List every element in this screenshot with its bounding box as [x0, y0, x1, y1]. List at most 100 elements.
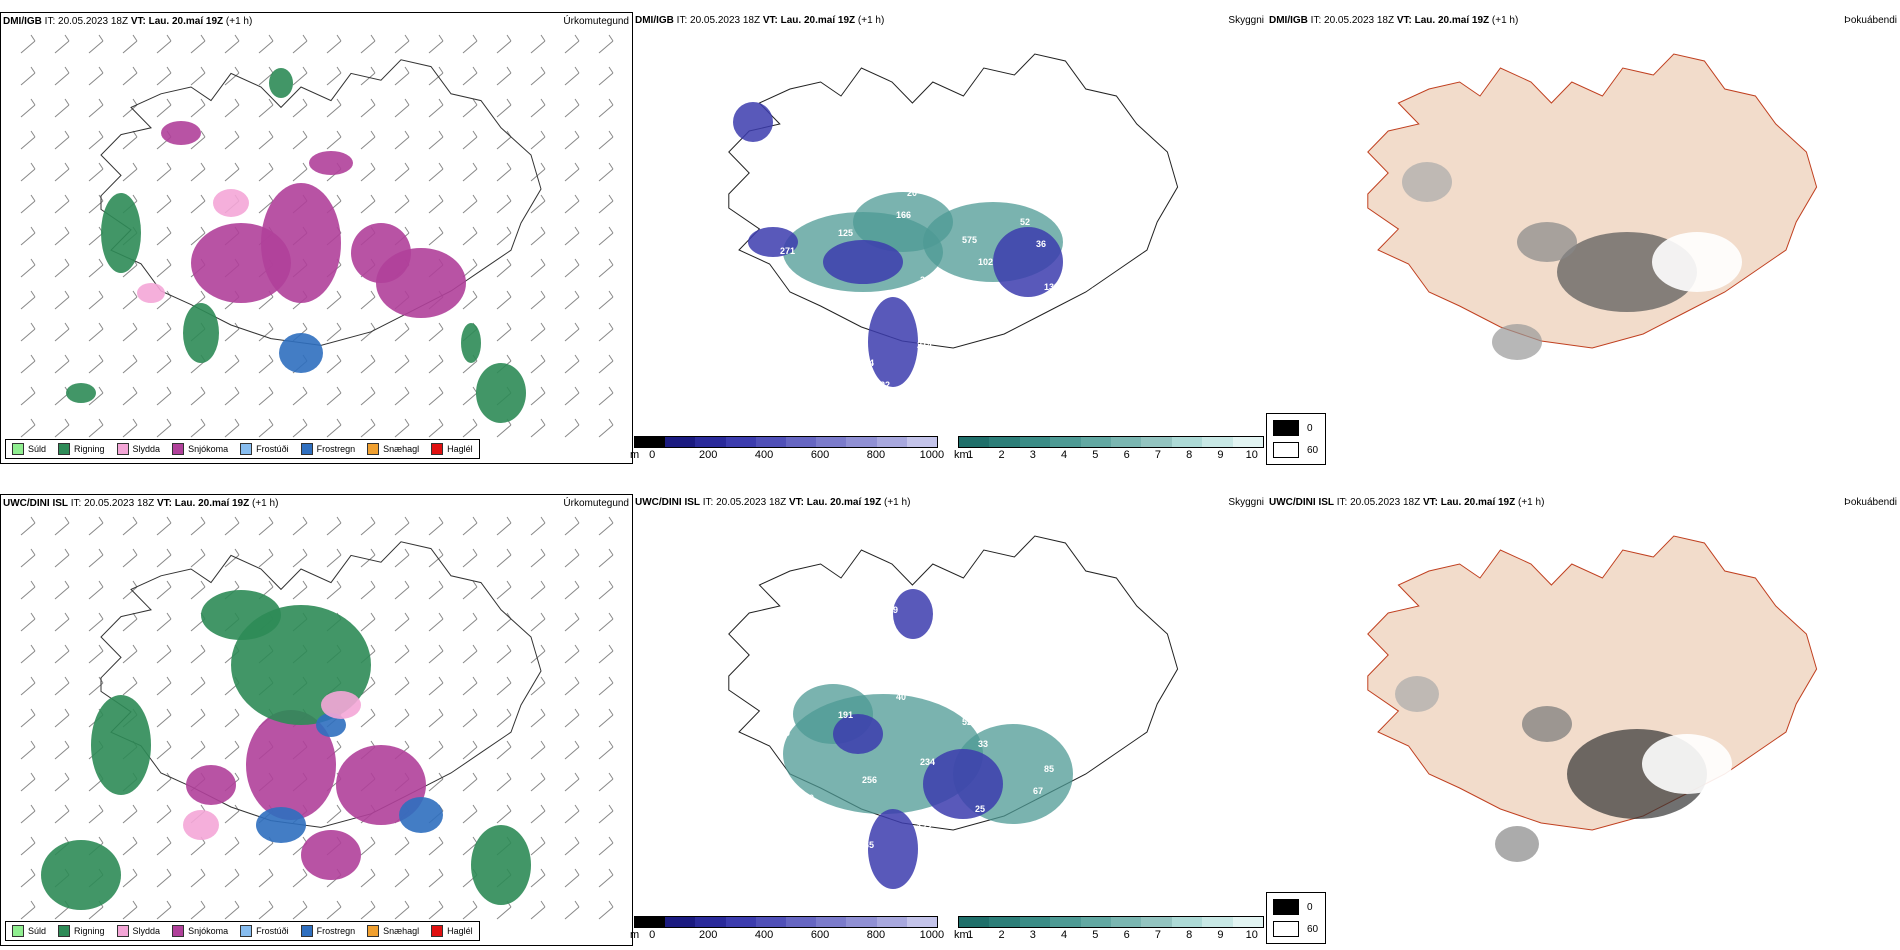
wind-barb — [326, 354, 342, 374]
visibility-value: 178 — [1139, 116, 1154, 126]
wind-barb — [564, 740, 580, 760]
wind-barb — [564, 290, 580, 310]
wind-barb — [20, 34, 36, 54]
wind-barb — [292, 66, 308, 86]
colorbar-tick: 8 — [1186, 929, 1193, 941]
colorbar-tick: 6 — [1123, 929, 1130, 941]
visibility-value: 62 — [1023, 634, 1033, 644]
wind-barb — [598, 322, 614, 342]
precip-map — [20, 34, 614, 438]
visibility-map: 91 138 185 52 85 135 149 189 199 94 69 70 365 126 62 16… — [728, 535, 1179, 889]
visibility-value: 126 — [941, 587, 956, 597]
precip-panel-bottom: UWC/DINI ISL IT: 20.05.2023 18Z VT: Lau.… — [0, 494, 633, 946]
wind-barb — [326, 900, 342, 920]
wind-barb — [156, 322, 172, 342]
wind-barb — [564, 836, 580, 856]
wind-barb — [428, 162, 444, 182]
wind-barb — [428, 708, 444, 728]
visibility-value: 240 — [1081, 134, 1096, 144]
precip-legend-item: Snæhagl — [367, 925, 419, 937]
fog-title: Þokuábendi — [1844, 497, 1897, 508]
fog-area — [1522, 706, 1572, 742]
wind-barb — [530, 386, 546, 406]
wind-barb — [258, 868, 274, 888]
wind-barb — [428, 194, 444, 214]
wind-barb — [598, 258, 614, 278]
wind-barb — [598, 868, 614, 888]
wind-barb — [462, 34, 478, 54]
wind-barb — [88, 612, 104, 632]
wind-barb — [122, 322, 138, 342]
coastline — [728, 53, 1179, 349]
legend-label: Súld — [28, 926, 47, 936]
wind-barb — [462, 836, 478, 856]
wind-barb — [598, 66, 614, 86]
wind-barb — [224, 900, 240, 920]
wind-barb — [326, 548, 342, 568]
precip-legend-item: Rigning — [58, 925, 105, 937]
panel-header: UWC/DINI ISL IT: 20.05.2023 18Z VT: Lau.… — [1269, 497, 1545, 508]
colorbar-step — [989, 437, 1020, 447]
precip-area — [279, 333, 323, 373]
precip-areas — [66, 68, 526, 423]
wind-barb — [54, 548, 70, 568]
wind-barb — [156, 162, 172, 182]
wind-barb — [598, 676, 614, 696]
wind-barb — [88, 258, 104, 278]
visibility-value: 36 — [1036, 239, 1046, 249]
visibility-value: 185 — [907, 670, 922, 680]
colorbar-step — [1080, 437, 1112, 447]
visibility-value: 102 — [978, 257, 993, 267]
wind-barb — [530, 162, 546, 182]
wind-barb — [530, 772, 546, 792]
wind-barb — [496, 676, 512, 696]
visibility-value: 160 — [1057, 369, 1072, 379]
wind-barb — [564, 644, 580, 664]
visibility-km-colorbar-bottom: km 1 2 3 4 5 6 7 8 9 10 — [954, 916, 1264, 942]
visibility-value: 52 — [962, 717, 972, 727]
wind-barb — [326, 322, 342, 342]
wind-barb — [156, 194, 172, 214]
wind-barb — [360, 386, 376, 406]
wind-barb — [530, 258, 546, 278]
wind-barb — [88, 162, 104, 182]
panel-header: UWC/DINI ISL IT: 20.05.2023 18Z VT: Lau.… — [3, 498, 279, 509]
wind-barb — [20, 644, 36, 664]
legend-label: Rigning — [74, 444, 105, 454]
wind-barb — [156, 868, 172, 888]
precip-legend-item: Haglél — [431, 443, 473, 455]
visibility-value: 575 — [962, 235, 977, 245]
wind-barb — [360, 836, 376, 856]
wind-barb — [530, 354, 546, 374]
colorbar-tick: 10 — [1245, 929, 1258, 941]
visibility-value: 256 — [862, 775, 877, 785]
visibility-value: 35 — [756, 663, 766, 673]
wind-barb — [20, 772, 36, 792]
colorbar-step — [846, 437, 877, 447]
wind-barb — [530, 66, 546, 86]
wind-barb — [326, 580, 342, 600]
wind-barb — [428, 130, 444, 150]
wind-barb — [292, 580, 308, 600]
wind-barb — [122, 98, 138, 118]
precip-legend-item: Frostregn — [300, 925, 355, 937]
wind-barb — [564, 418, 580, 438]
wind-barb — [564, 548, 580, 568]
wind-barb — [428, 580, 444, 600]
visibility-value: 33 — [817, 98, 827, 108]
visibility-labels: 91 138 185 52 85 135 149 189 199 94 69 70 365 126 62 16… — [743, 576, 1149, 879]
wind-barb — [54, 612, 70, 632]
visibility-value: 71 — [1023, 152, 1033, 162]
wind-barb — [428, 322, 444, 342]
fog-panel-top: DMI/IGB IT: 20.05.2023 18Z VT: Lau. 20.m… — [1267, 12, 1900, 464]
wind-barb — [496, 516, 512, 536]
legend-label: Frostúði — [256, 926, 289, 936]
colorbar-step — [816, 917, 847, 927]
wind-barb — [462, 226, 478, 246]
visibility-value: 172 — [917, 822, 932, 832]
wind-barb — [598, 548, 614, 568]
colorbar-unit: m — [630, 449, 640, 461]
legend-swatch — [300, 443, 313, 455]
fog-map — [1367, 535, 1818, 862]
wind-barb — [530, 708, 546, 728]
